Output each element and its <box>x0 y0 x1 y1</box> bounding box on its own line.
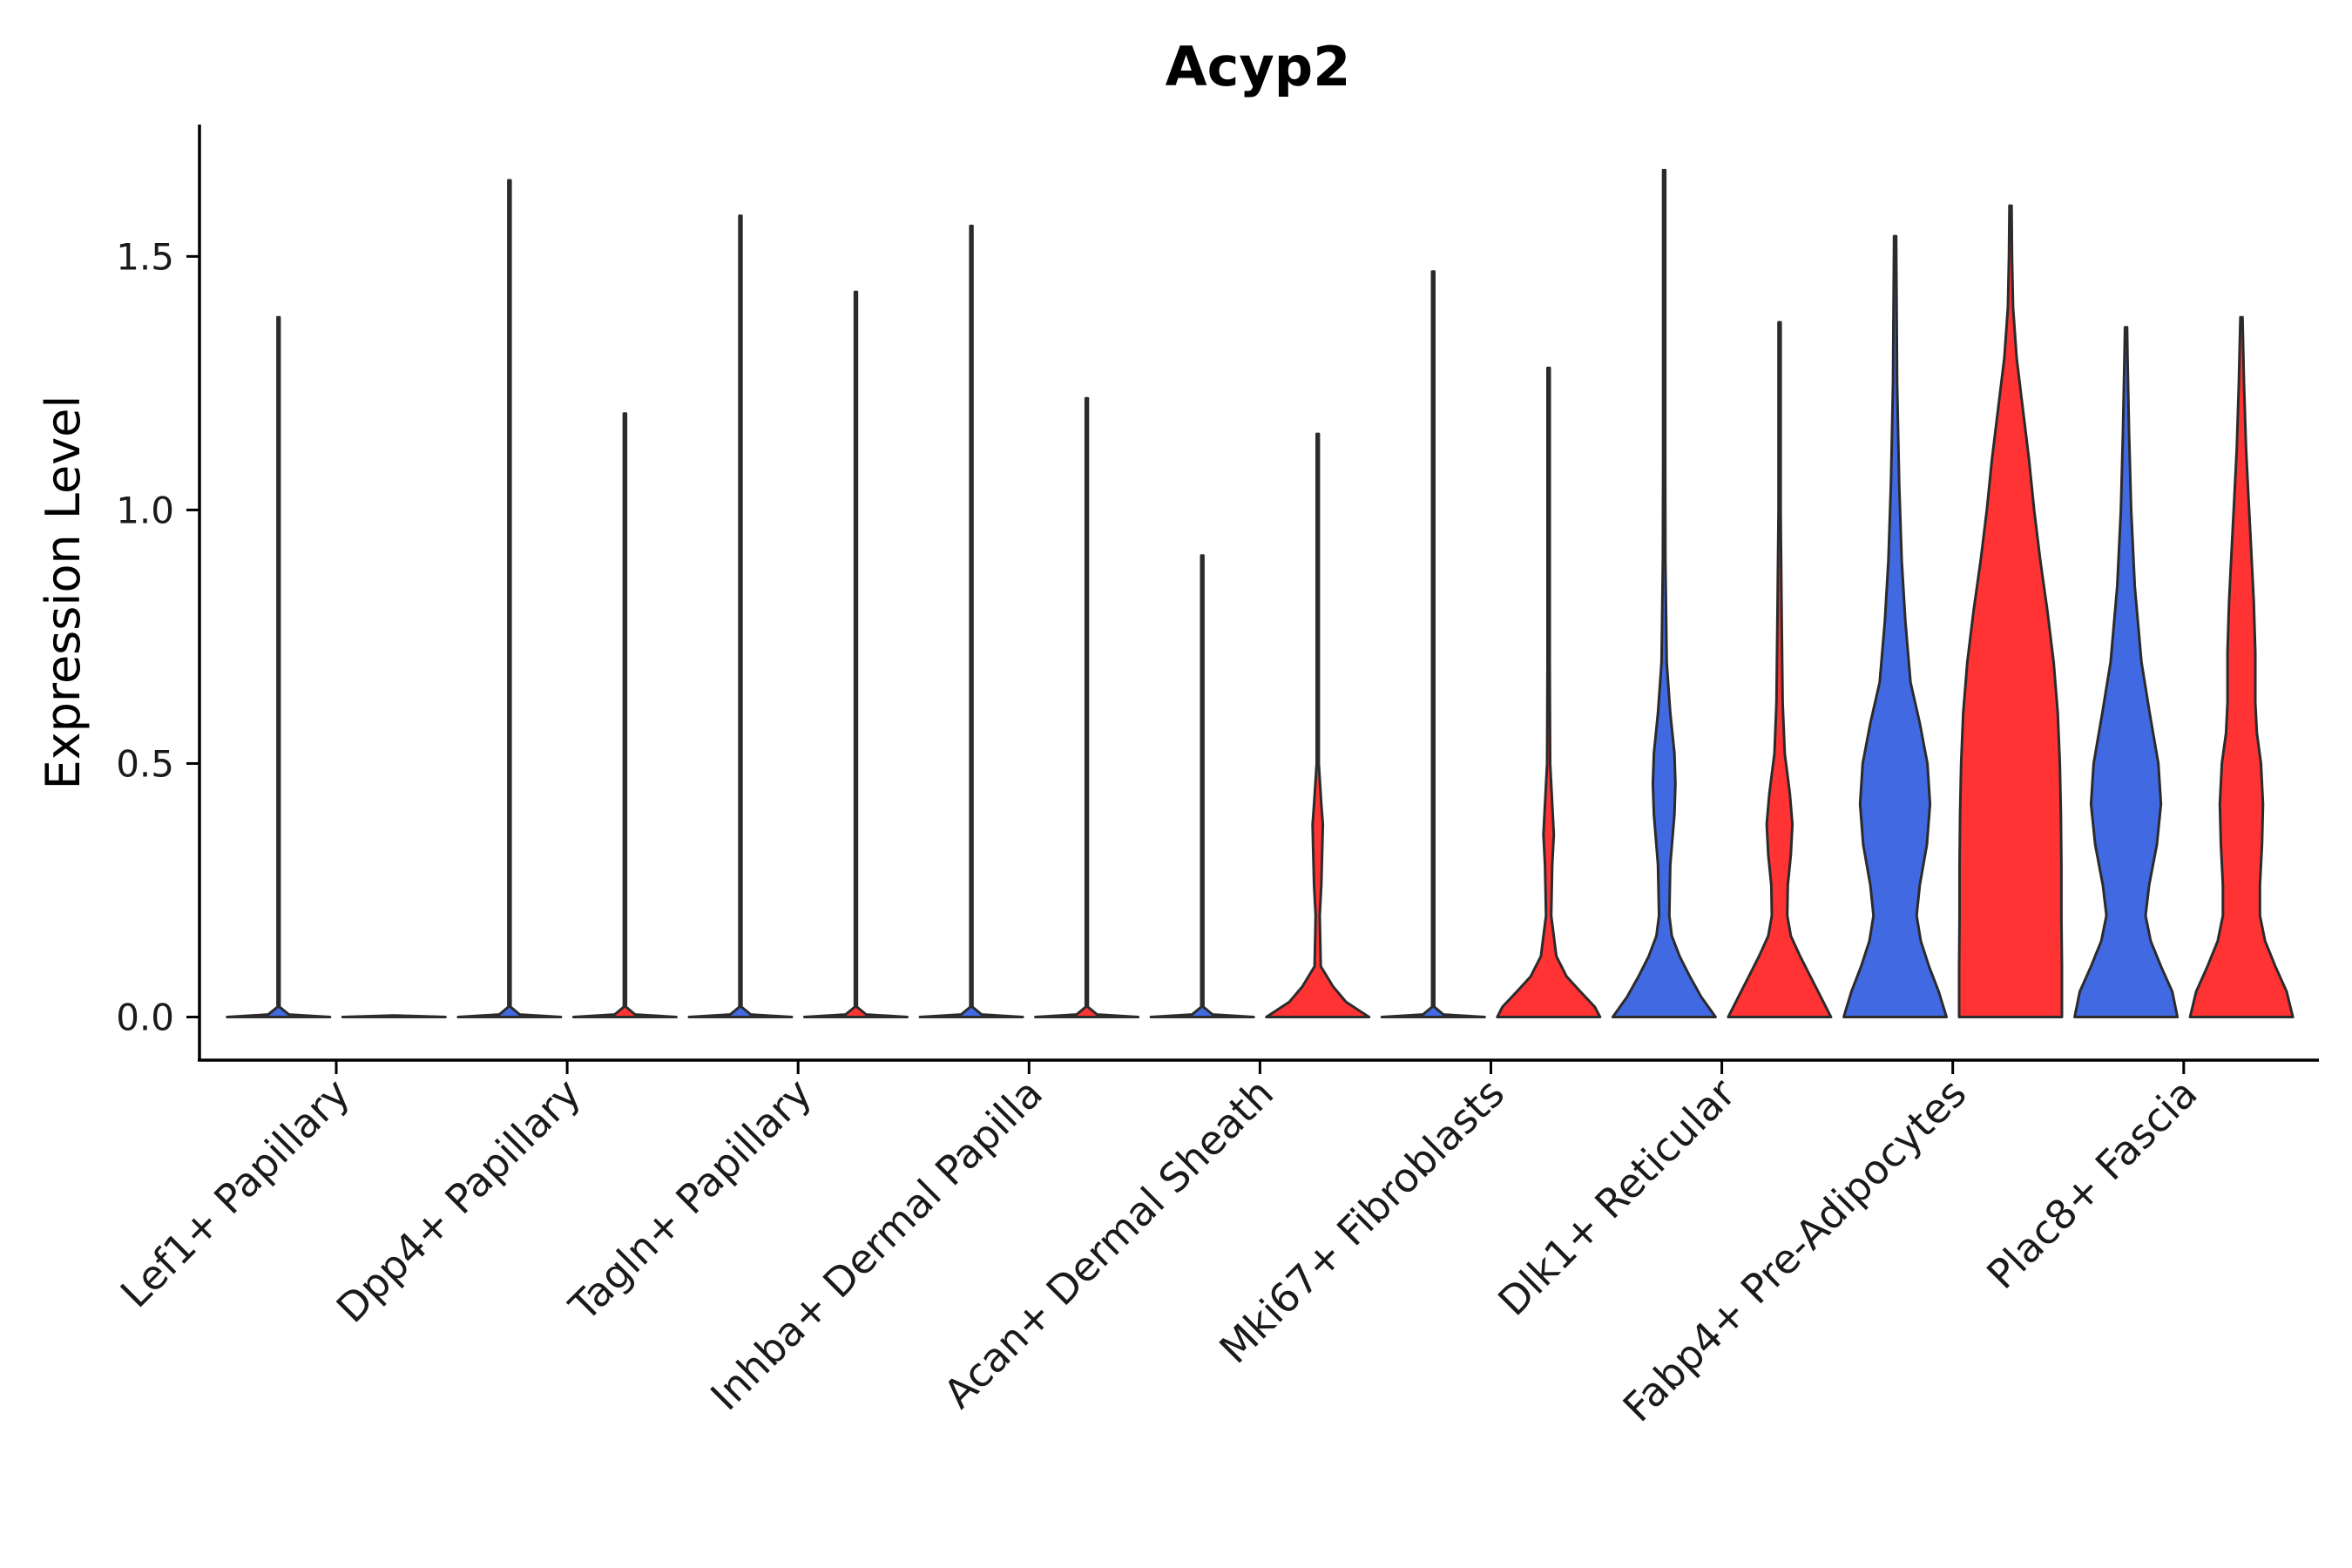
violin-plac8-fascia-group2 <box>2188 315 2295 1018</box>
violin-dpp4-papillary-group2 <box>571 412 678 1018</box>
violin-tagln-papillary-group1 <box>687 214 794 1018</box>
violin-tagln-papillary-group2 <box>803 290 909 1018</box>
violin-lef1-papillary-group1 <box>226 315 332 1018</box>
x-tick-label: Tagln+ Papillary <box>559 1070 821 1331</box>
violin-plac8-fascia-group1 <box>2073 326 2180 1018</box>
y-tick-label: 0.5 <box>116 742 174 785</box>
violin-acan-dermal-sheath-group2 <box>1265 432 1371 1018</box>
violin-dlk1-reticular-group2 <box>1727 321 1833 1018</box>
violin-lef1-papillary-group2 <box>341 1014 447 1018</box>
y-tick-label: 1.5 <box>116 235 174 278</box>
y-axis-label: Expression Level <box>36 395 91 790</box>
violin-fabp4-pre-adipocytes-group2 <box>1957 204 2064 1018</box>
violin-mki67-fibroblasts-group1 <box>1380 270 1486 1018</box>
x-tick-label: Dlk1+ Reticular <box>1489 1070 1744 1325</box>
violin-layer <box>226 168 2295 1018</box>
violin-fabp4-pre-adipocytes-group1 <box>1842 234 1948 1018</box>
x-tick-label: Dpp4+ Papillary <box>328 1070 590 1332</box>
violin-mki67-fibroblasts-group2 <box>1496 366 1602 1018</box>
x-tick-label: Plac8+ Fascia <box>1977 1070 2206 1298</box>
violin-dlk1-reticular-group1 <box>1611 168 1717 1018</box>
violin-inhba-dermal-papilla-group2 <box>1034 396 1140 1018</box>
violin-acan-dermal-sheath-group1 <box>1149 554 1255 1018</box>
y-tick-label: 1.0 <box>116 489 174 531</box>
x-tick-label: Lef1+ Papillary <box>112 1070 359 1317</box>
y-ticks: 0.0 0.5 1.0 1.5 <box>116 235 199 1039</box>
axes-layer <box>198 125 2319 1062</box>
violin-inhba-dermal-papilla-group1 <box>918 224 1024 1018</box>
y-tick-label: 0.0 <box>116 997 174 1039</box>
violin-dpp4-papillary-group1 <box>456 179 563 1018</box>
chart-title: Acyp2 <box>1166 35 1351 98</box>
